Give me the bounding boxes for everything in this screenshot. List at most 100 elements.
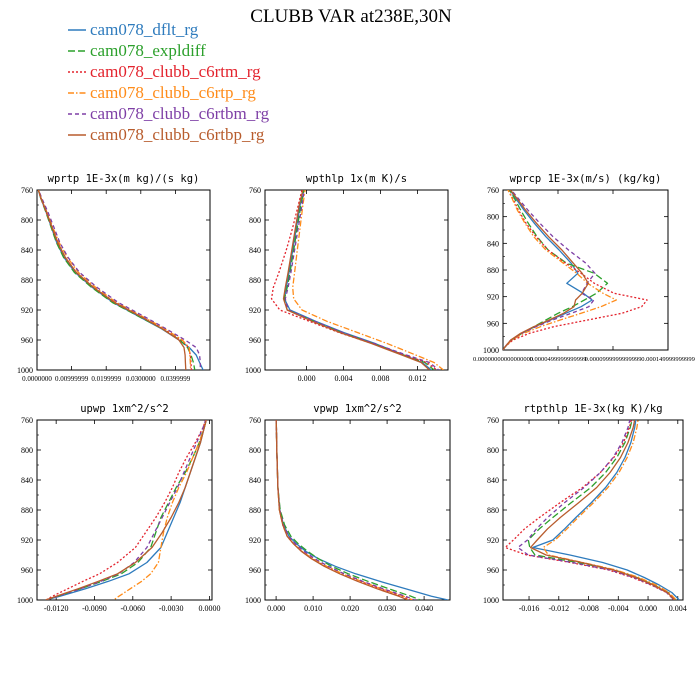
y-tick-label: 960 xyxy=(487,566,499,575)
y-tick-label: 840 xyxy=(487,476,499,485)
x-tick-label: 0.040 xyxy=(415,604,433,613)
x-tick-label: 0.004 xyxy=(669,604,687,613)
legend-label: cam078_expldiff xyxy=(90,41,206,60)
legend: cam078_dflt_rg cam078_expldiff cam078_club… xyxy=(68,20,270,144)
series-line-1 xyxy=(275,420,449,600)
y-tick-label: 840 xyxy=(249,476,261,485)
y-tick-label: 840 xyxy=(21,476,33,485)
x-tick-label: 0.020 xyxy=(341,604,359,613)
y-tick-label: 920 xyxy=(249,306,261,315)
series-group xyxy=(504,420,680,600)
chart-panel: upwp 1xm^2/s^2 760 800 840 880 920 960 1000 -0.0… xyxy=(17,403,220,613)
chart-panel: wpthlp 1x(m K)/s 760 800 840 880 920 960 1000 0.… xyxy=(245,173,449,383)
panel-title: wprtp 1E-3x(m kg)/(s kg) xyxy=(48,173,200,185)
y-tick-label: 1000 xyxy=(17,366,33,375)
x-tick-label: 0.00999999 xyxy=(55,375,89,383)
x-tick-label: 0.0000000 xyxy=(22,375,52,383)
x-tick-label: 0.010 xyxy=(304,604,322,613)
y-tick-label: 960 xyxy=(21,336,33,345)
y-tick-label: 880 xyxy=(249,276,261,285)
y-tick-label: 920 xyxy=(249,536,261,545)
y-tick-label: 960 xyxy=(487,319,499,328)
panel-title: wpthlp 1x(m K)/s xyxy=(306,173,407,185)
series-group xyxy=(45,420,207,600)
y-tick-label: 760 xyxy=(487,186,499,195)
y-tick-label: 960 xyxy=(249,336,261,345)
series-line-4 xyxy=(292,190,444,370)
x-tick-label: -0.0030 xyxy=(159,604,184,613)
series-line-6 xyxy=(503,190,589,350)
plot-frame xyxy=(264,419,451,601)
series-group xyxy=(275,420,449,600)
plot-frame xyxy=(502,419,684,601)
series-line-2 xyxy=(527,420,677,600)
x-tick-label: 0.0000999999999999 xyxy=(585,356,642,363)
legend-entry: cam078_expldiff xyxy=(68,41,206,60)
y-tick-label: 960 xyxy=(21,566,33,575)
series-line-1 xyxy=(45,420,207,600)
y-tick-label: 920 xyxy=(21,306,33,315)
x-tick-label: -0.016 xyxy=(519,604,540,613)
legend-entry: cam078_dflt_rg xyxy=(68,20,199,39)
y-tick-label: 880 xyxy=(487,506,499,515)
legend-label: cam078_clubb_c6rtm_rg xyxy=(90,62,261,81)
y-tick-label: 920 xyxy=(21,536,33,545)
y-tick-label: 800 xyxy=(21,216,33,225)
plot-frame xyxy=(36,419,213,601)
y-tick-label: 800 xyxy=(249,446,261,455)
x-tick-label: -0.0120 xyxy=(44,604,69,613)
x-tick-label: 0.0300000 xyxy=(126,375,156,383)
x-tick-label: 0.004 xyxy=(335,374,353,383)
y-tick-label: 840 xyxy=(21,246,33,255)
panel-title: wprcp 1E-3x(m/s) (kg/kg) xyxy=(510,173,662,185)
y-tick-label: 760 xyxy=(21,186,33,195)
y-tick-label: 760 xyxy=(21,416,33,425)
series-line-4 xyxy=(113,420,207,600)
series-line-1 xyxy=(532,420,680,600)
series-line-2 xyxy=(275,420,421,600)
series-group xyxy=(503,190,648,350)
series-line-4 xyxy=(503,190,617,350)
legend-entry: cam078_clubb_c6rtbm_rg xyxy=(68,104,270,123)
x-tick-label: 0.000149999999999 xyxy=(641,356,695,363)
y-tick-label: 920 xyxy=(487,293,499,302)
y-tick-label: 880 xyxy=(21,276,33,285)
y-tick-label: 880 xyxy=(249,506,261,515)
y-tick-label: 800 xyxy=(249,216,261,225)
x-tick-label: 0.030 xyxy=(378,604,396,613)
y-tick-label: 920 xyxy=(487,536,499,545)
legend-label: cam078_dflt_rg xyxy=(90,20,199,39)
x-tick-label: 0.000 xyxy=(639,604,657,613)
y-tick-label: 840 xyxy=(487,239,499,248)
y-tick-label: 800 xyxy=(21,446,33,455)
series-line-1 xyxy=(283,190,432,370)
x-tick-label: 0.00000000000000000 xyxy=(473,356,533,363)
series-line-3 xyxy=(45,420,207,600)
series-line-6 xyxy=(529,420,676,600)
series-line-6 xyxy=(37,190,187,370)
y-tick-label: 800 xyxy=(487,213,499,222)
chart-panel: rtpthlp 1E-3x(kg K)/kg 760 800 840 880 920 960… xyxy=(483,403,687,613)
x-tick-label: -0.008 xyxy=(578,604,599,613)
y-tick-label: 760 xyxy=(249,416,261,425)
x-tick-label: 0.008 xyxy=(372,374,390,383)
series-line-4 xyxy=(542,420,677,600)
y-tick-label: 760 xyxy=(249,186,261,195)
series-line-5 xyxy=(37,190,201,370)
series-line-6 xyxy=(282,190,430,370)
series-line-4 xyxy=(37,190,192,370)
x-tick-label: -0.0060 xyxy=(120,604,145,613)
x-tick-label: -0.004 xyxy=(608,604,629,613)
y-tick-label: 1000 xyxy=(483,596,499,605)
series-line-3 xyxy=(270,190,438,370)
series-line-5 xyxy=(45,420,207,600)
series-line-2 xyxy=(37,190,196,370)
series-line-1 xyxy=(503,190,593,350)
legend-label: cam078_clubb_c6rtp_rg xyxy=(90,83,256,102)
series-line-2 xyxy=(45,420,207,600)
series-group xyxy=(270,190,444,370)
series-line-5 xyxy=(275,420,416,600)
chart-panel: vpwp 1xm^2/s^2 760 800 840 880 920 960 1000 0.00… xyxy=(245,403,451,613)
legend-entry: cam078_clubb_c6rtbp_rg xyxy=(68,125,265,144)
